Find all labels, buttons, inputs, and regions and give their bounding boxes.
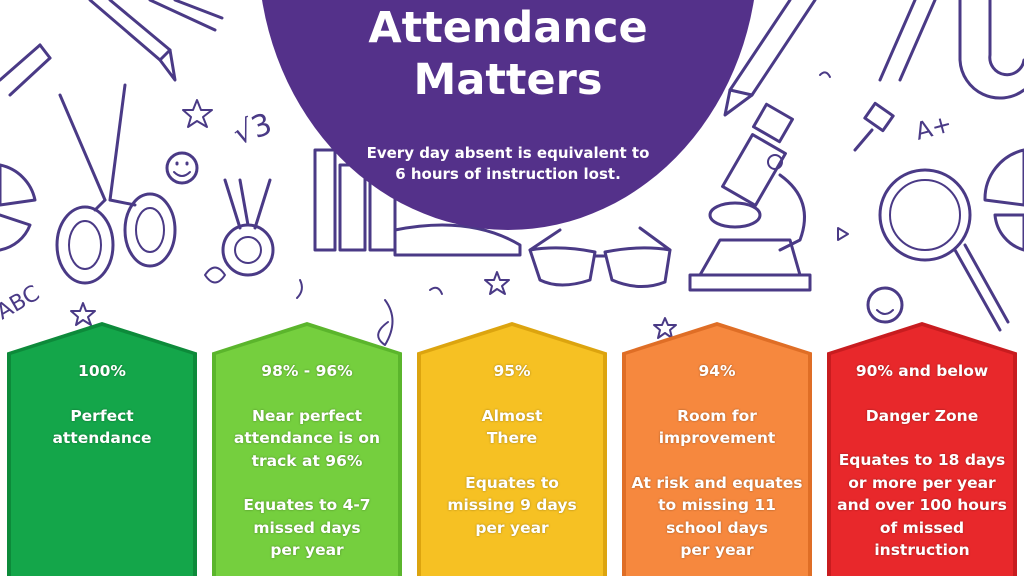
tier-card-fill [216,326,398,576]
pushpin-icon [853,101,895,152]
page-subtitle: Every day absent is equivalent to 6 hour… [330,143,686,185]
tier-card-fill [11,326,193,576]
tier-description: At risk and equates to missing 11 school… [631,473,803,560]
microscope-icon [688,102,812,292]
tier-card-fill [831,326,1013,576]
smiley-icon [866,286,904,324]
smiley-icon [165,151,199,185]
tier-label: Almost There [481,406,543,448]
abc-doodle-text: ABC [0,281,44,325]
pie-chart-icon [983,148,1024,252]
tier-label: Room for improvement [658,406,776,448]
tier-label: Near perfect attendance is on track at 9… [233,406,381,470]
page-title: Attendance Matters [258,2,758,106]
grade-doodle-text: A+ [912,109,955,146]
tier-card-text: 94% Room for improvement At risk and equ… [626,360,808,562]
tier-card-text: 90% and below Danger Zone Equates to 18 … [831,360,1013,562]
subtitle-line-2: 6 hours of instruction lost. [395,165,621,183]
tier-description: Equates to 4-7 missed days per year [243,496,371,559]
magnet-icon [958,0,1024,100]
title-line-2: Matters [413,55,603,105]
glasses-icon [528,226,672,288]
tier-card-danger-zone: 90% and below Danger Zone Equates to 18 … [827,322,1017,576]
star-icon [70,302,96,326]
tier-percent: 94% [698,362,736,380]
tier-label: Perfect attendance [52,406,152,448]
tier-percent: 100% [78,362,126,380]
tier-percent: 95% [493,362,531,380]
pencil-icon [723,0,817,117]
tier-card-fill [626,326,808,576]
magnifier-icon [878,168,1010,332]
pencil-icon [0,43,52,97]
tier-card-room-for-improvement: 94% Room for improvement At risk and equ… [622,322,812,576]
tier-card-perfect: 100% Perfect attendance [7,322,197,576]
books-icon [313,148,522,257]
star-icon [182,99,213,128]
tier-card-text: 98% - 96% Near perfect attendance is on … [216,360,398,562]
tier-card-fill [421,326,603,576]
medal-icon [221,178,275,277]
sqrt-doodle-text: √3 [229,107,277,153]
tier-percent: 98% - 96% [261,362,353,380]
tier-percent: 90% and below [855,362,989,380]
tier-card-near-perfect: 98% - 96% Near perfect attendance is on … [212,322,402,576]
star-icon [653,317,677,339]
pie-chart-icon [0,163,37,252]
star-icon [484,271,510,295]
tier-label: Danger Zone [865,406,979,425]
tier-description: Equates to missing 9 days per year [447,473,577,537]
scissors-icon [878,0,937,82]
craft-knife-icon [88,0,177,82]
tier-card-text: 100% Perfect attendance [11,360,193,472]
tier-card-almost-there: 95% Almost There Equates to missing 9 da… [417,322,607,576]
tier-description: Equates to 18 days or more per year and … [837,451,1007,559]
scissors-icon [55,83,177,285]
tier-card-text: 95% Almost There Equates to missing 9 da… [421,360,603,539]
subtitle-line-1: Every day absent is equivalent to [366,144,650,162]
music-note-icon [377,299,394,346]
title-line-1: Attendance [368,3,648,53]
